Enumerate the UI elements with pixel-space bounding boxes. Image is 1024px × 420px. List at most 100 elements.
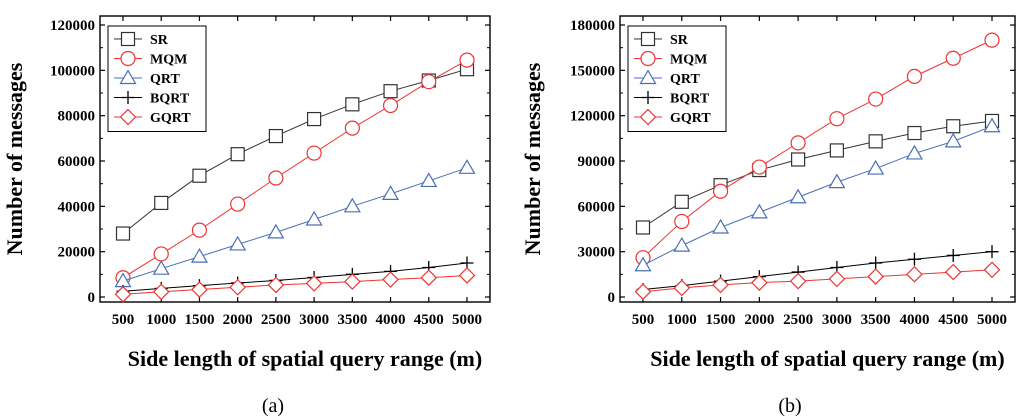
series-gqrt xyxy=(114,267,476,303)
gqrt-line xyxy=(122,274,468,295)
y-tick-label: 90000 xyxy=(578,154,616,170)
series-bqrt xyxy=(636,245,999,296)
qrt-point-3 xyxy=(750,203,768,219)
qrt-point-8 xyxy=(420,172,438,188)
sr-point-7 xyxy=(383,84,398,99)
mqm-point-2 xyxy=(191,222,208,238)
gqrt-point-0 xyxy=(634,283,652,301)
y-tick-label: 120000 xyxy=(50,18,95,34)
sr-point-4 xyxy=(268,128,283,144)
x-tick-label: 4500 xyxy=(938,312,968,328)
sr-point-5 xyxy=(307,111,322,127)
y-tick-label: 100000 xyxy=(50,63,95,79)
series-qrt xyxy=(634,117,1001,272)
x-tick-label: 4500 xyxy=(414,312,444,328)
y-tick-label: 180000 xyxy=(570,18,615,34)
legend-label-qrt: QRT xyxy=(150,72,181,87)
gqrt-point-2 xyxy=(191,281,208,298)
gqrt-point-1 xyxy=(152,283,170,301)
x-axis-title: Side length of spatial query range (m) xyxy=(650,346,1004,371)
qrt-point-8 xyxy=(944,132,962,148)
mqm-point-2 xyxy=(712,183,729,199)
sr-point-8 xyxy=(946,119,961,134)
gqrt-point-6 xyxy=(867,268,885,285)
series-qrt xyxy=(114,159,476,288)
x-tick-label: 4000 xyxy=(899,312,929,328)
gqrt-point-9 xyxy=(983,261,1001,279)
legend-bqrt-point-3 xyxy=(121,91,135,104)
mqm-point-5 xyxy=(306,145,322,161)
mqm-point-6 xyxy=(868,91,884,107)
mqm-point-4 xyxy=(790,135,806,151)
series-sr xyxy=(635,113,1000,235)
x-tick-label: 2500 xyxy=(261,312,291,328)
qrt-point-0 xyxy=(634,256,652,272)
legend-mqm-point-1 xyxy=(120,50,136,67)
y-tick-label: 60000 xyxy=(578,199,616,215)
y-tick-label: 0 xyxy=(608,290,616,306)
sr-point-7 xyxy=(907,125,922,141)
chart-caption: (a) xyxy=(262,395,284,417)
legend-gqrt-point-4 xyxy=(119,108,137,126)
gqrt-line xyxy=(642,269,993,293)
x-tick-label: 500 xyxy=(112,312,135,328)
series-bqrt xyxy=(116,256,474,298)
sr-point-2 xyxy=(192,168,207,183)
series-mqm xyxy=(635,32,1000,266)
qrt-point-1 xyxy=(152,259,170,275)
y-tick-label: 60000 xyxy=(58,154,96,170)
y-tick-label: 30000 xyxy=(578,245,616,261)
qrt-point-9 xyxy=(458,159,476,174)
x-tick-label: 3000 xyxy=(299,312,329,328)
y-axis-title: Number of messages xyxy=(2,62,27,255)
legend-label-gqrt: GQRT xyxy=(670,111,711,126)
gqrt-point-7 xyxy=(906,265,923,283)
x-tick-label: 500 xyxy=(632,312,655,328)
legend-label-bqrt: BQRT xyxy=(150,92,190,107)
gqrt-point-3 xyxy=(229,278,247,296)
y-axis-title: Number of messages xyxy=(520,62,545,255)
bqrt-line xyxy=(642,251,993,290)
gqrt-point-5 xyxy=(305,275,323,292)
legend-label-sr: SR xyxy=(670,33,689,48)
sr-point-3 xyxy=(230,147,245,162)
legend-label-qrt: QRT xyxy=(670,72,701,87)
legend-label-mqm: MQM xyxy=(150,53,187,68)
legend-label-mqm: MQM xyxy=(670,53,707,68)
gqrt-point-9 xyxy=(458,267,476,284)
y-tick-label: 120000 xyxy=(570,109,615,125)
x-tick-label: 3500 xyxy=(337,312,367,328)
gqrt-point-4 xyxy=(267,276,285,294)
gqrt-point-0 xyxy=(114,285,132,303)
legend-qrt-point-2 xyxy=(119,69,137,85)
bqrt-point-9 xyxy=(985,245,999,259)
qrt-point-9 xyxy=(983,117,1001,133)
mqm-point-5 xyxy=(829,111,845,127)
chart-b: 0 30000 60000 90000 120000 150000 180000 500 100… xyxy=(512,0,1024,420)
sr-point-0 xyxy=(115,226,131,241)
sr-line xyxy=(642,120,993,228)
x-tick-label: 2500 xyxy=(783,312,813,328)
gqrt-point-1 xyxy=(673,279,691,297)
legend-bqrt-point-3 xyxy=(641,91,655,104)
x-tick-label: 3500 xyxy=(861,312,891,328)
legend-label-bqrt: BQRT xyxy=(670,92,710,107)
sr-point-1 xyxy=(154,195,169,211)
mqm-point-9 xyxy=(459,52,475,68)
x-tick-label: 1500 xyxy=(706,312,736,328)
sr-point-6 xyxy=(345,97,360,112)
chart-b-svg: 0 30000 60000 90000 120000 150000 180000 500 100… xyxy=(520,15,1016,417)
y-tick-label: 20000 xyxy=(58,245,96,261)
y-tick-label: 40000 xyxy=(58,199,96,215)
mqm-point-7 xyxy=(382,97,399,114)
mqm-point-4 xyxy=(268,170,284,186)
qrt-point-2 xyxy=(712,218,730,234)
x-tick-label: 1000 xyxy=(146,312,176,328)
qrt-point-3 xyxy=(229,235,247,251)
mqm-point-7 xyxy=(906,68,923,84)
legend-sr-point-0 xyxy=(120,31,136,47)
bqrt-point-7 xyxy=(907,252,921,266)
gqrt-point-8 xyxy=(420,269,438,287)
x-tick-label: 1500 xyxy=(184,312,214,328)
mqm-point-3 xyxy=(230,196,246,212)
